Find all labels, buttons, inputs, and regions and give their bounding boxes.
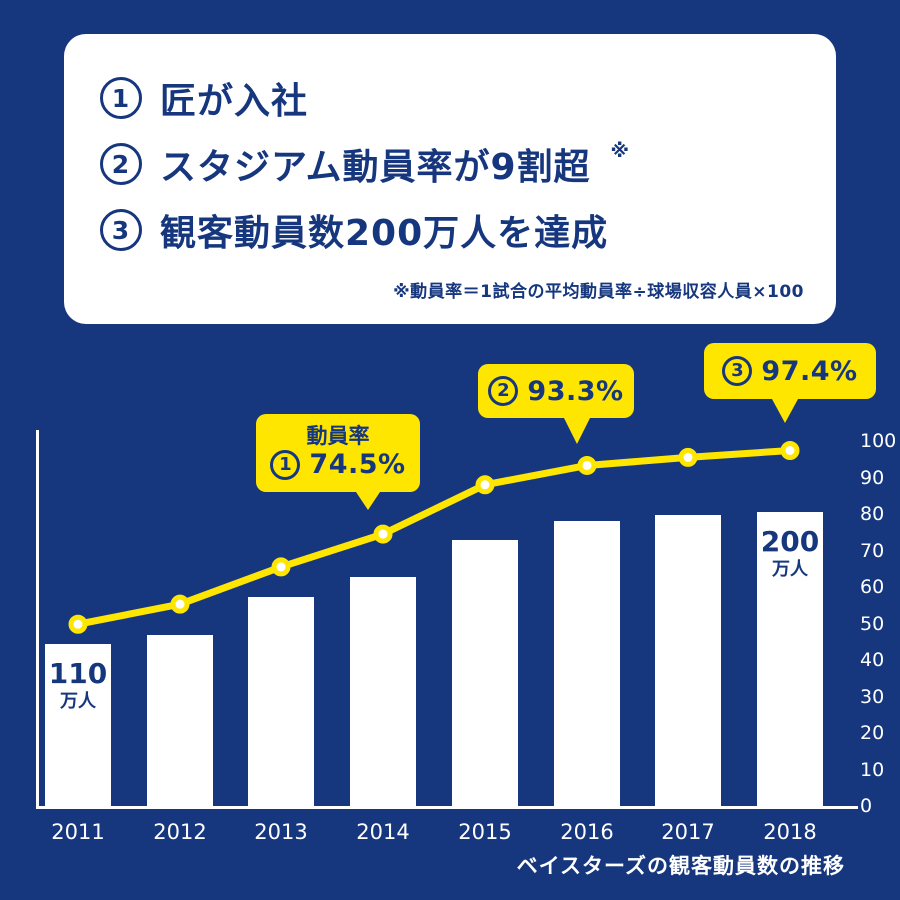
y-axis-tick-90: 90	[860, 466, 885, 489]
bar-2016	[554, 521, 620, 806]
callout-2018-value: 97.4%	[761, 355, 858, 387]
circled-number-3: 3	[100, 209, 142, 251]
y-axis-tick-20: 20	[860, 722, 885, 744]
bar-value-2011: 110	[48, 657, 108, 690]
x-axis-label-2017: 2017	[661, 820, 715, 844]
bar-2011	[45, 644, 111, 806]
circled-number-2-small: 2	[488, 376, 519, 406]
line-point-2016	[577, 455, 597, 475]
achievement-item-2: 2 スタジアム動員率が9割超 ※	[100, 138, 630, 190]
bar-2012	[147, 635, 213, 806]
line-point-2017	[678, 447, 698, 467]
y-axis-tick-50: 50	[860, 612, 885, 635]
line-point-2013	[271, 557, 291, 577]
callout-2014-rate: 動員率 1 74.5%	[256, 414, 420, 510]
achievement-text-3: 観客動員数200万人を達成	[160, 213, 609, 254]
y-axis-tick-100: 100	[860, 430, 897, 452]
bar-value-label-2018: 200 万人	[745, 524, 835, 582]
x-axis-label-2012: 2012	[153, 820, 207, 844]
achievement-text-2: スタジアム動員率が9割超	[160, 147, 591, 188]
callout-2018-value-row: 3 97.4%	[722, 356, 857, 387]
bar-value-2018: 200	[760, 525, 820, 558]
x-axis-label-2011: 2011	[51, 820, 105, 844]
line-point-2015	[475, 475, 495, 495]
callout-2016-value: 93.3%	[527, 375, 624, 407]
callout-2016-rate: 2 93.3%	[478, 364, 634, 444]
circled-number-1: 1	[100, 77, 142, 119]
bar-value-unit-2018: 万人	[772, 559, 808, 580]
achievement-item-3: 3 観客動員数200万人を達成	[100, 204, 608, 256]
line-point-2014	[373, 524, 393, 544]
bar-2014	[350, 577, 416, 806]
line-point-2018	[780, 440, 800, 460]
x-axis-label-2014: 2014	[356, 820, 410, 844]
chart-caption: ベイスターズの観客動員数の推移	[516, 854, 845, 878]
x-axis-label-2013: 2013	[254, 820, 308, 844]
line-point-2011	[68, 614, 88, 634]
circled-number-3-small: 3	[722, 356, 753, 386]
line-point-2012	[170, 594, 190, 614]
y-axis-line	[36, 430, 39, 809]
achievement-text-1: 匠が入社	[160, 81, 309, 122]
callout-2014-value-row: 1 74.5%	[270, 449, 405, 480]
callout-2014-value: 74.5%	[309, 449, 406, 480]
bar-value-unit-2011: 万人	[60, 691, 96, 712]
x-axis-label-2018: 2018	[763, 820, 817, 844]
y-axis-tick-30: 30	[860, 685, 885, 708]
y-axis-tick-40: 40	[860, 649, 885, 671]
x-axis-label-2015: 2015	[458, 820, 512, 844]
y-axis-tick-0: 0	[860, 795, 873, 817]
reference-mark: ※	[610, 140, 631, 162]
circled-number-1-small: 1	[270, 449, 301, 480]
y-axis-tick-60: 60	[860, 576, 885, 598]
footnote: ※動員率＝1試合の平均動員率÷球場収容人員×100	[393, 282, 804, 302]
callout-2014-title: 動員率	[306, 424, 370, 448]
y-axis-tick-10: 10	[860, 758, 885, 781]
y-axis-tick-70: 70	[860, 539, 885, 562]
x-axis-label-2016: 2016	[560, 820, 614, 844]
bar-2017	[655, 515, 721, 806]
y-axis-tick-80: 80	[860, 503, 885, 525]
callout-2016-value-row: 2 93.3%	[488, 376, 623, 407]
bar-value-label-2011: 110 万人	[33, 656, 123, 714]
circled-number-2: 2	[100, 143, 142, 185]
callout-2018-rate: 3 97.4%	[704, 343, 876, 423]
achievement-item-1: 1 匠が入社	[100, 72, 308, 124]
bar-2013	[248, 597, 314, 806]
bar-2015	[452, 540, 518, 806]
info-card: 1 匠が入社 2 スタジアム動員率が9割超 ※ 3 観客動員数200万人を達成 …	[64, 34, 836, 324]
x-axis-line	[36, 806, 858, 809]
